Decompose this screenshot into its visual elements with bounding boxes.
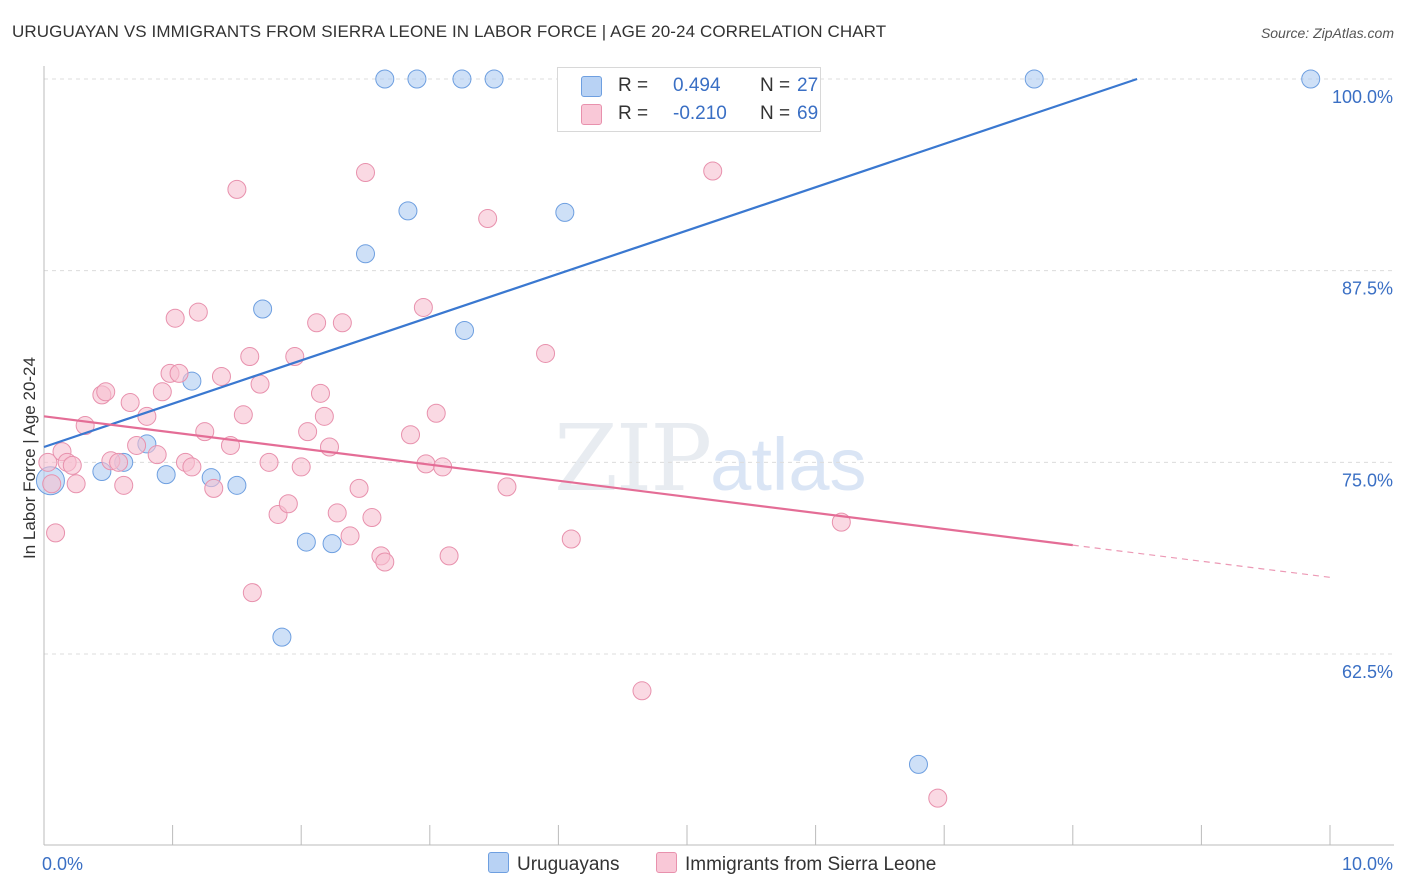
bottom-legend-label: Uruguayans <box>517 854 620 875</box>
uruguayans-point <box>407 69 427 89</box>
sierra-leone-point <box>240 347 260 367</box>
sierra-leone-point <box>561 529 581 549</box>
y-tick-label: 62.5% <box>1342 662 1393 682</box>
sierra-leone-point <box>291 457 311 477</box>
watermark-atlas: atlas <box>710 423 867 506</box>
sierra-leone-point <box>310 383 330 403</box>
sierra-leone-point <box>362 508 382 528</box>
x-tick-label: 10.0% <box>1342 854 1393 874</box>
sierra-leone-point <box>182 457 202 477</box>
sierra-leone-trend-extension <box>1072 544 1331 578</box>
sierra-leone-point <box>278 494 298 514</box>
y-tick-label: 75.0% <box>1342 470 1393 490</box>
sierra-leone-point <box>259 452 279 472</box>
uruguayans-point <box>908 754 928 774</box>
source-label: Source: ZipAtlas.com <box>1260 25 1394 41</box>
sierra-leone-point <box>426 403 446 423</box>
legend-n-label: N = <box>760 103 791 124</box>
sierra-leone-point <box>413 297 433 317</box>
sierra-leone-legend-icon <box>656 852 677 873</box>
sierra-leone-point <box>120 393 140 413</box>
uruguayans-point <box>1024 69 1044 89</box>
sierra-leone-point <box>349 478 369 498</box>
legend-r-label: R = <box>618 75 649 96</box>
sierra-leone-point <box>227 179 247 199</box>
sierra-leone-point <box>62 455 82 475</box>
uruguayans-legend-icon <box>488 852 509 873</box>
uruguayans-trend-line <box>43 77 1138 449</box>
sierra-leone-point <box>439 546 459 566</box>
sierra-leone-point <box>165 308 185 328</box>
sierra-leone-point <box>204 478 224 498</box>
bottom-legend-sierra-leone: Immigrants from Sierra Leone <box>656 852 936 876</box>
bottom-legend-label: Immigrants from Sierra Leone <box>685 854 937 875</box>
uruguayans-point <box>555 202 575 222</box>
sierra-leone-point <box>42 474 62 494</box>
sierra-leone-point <box>307 313 327 333</box>
uruguayans-point <box>398 201 418 221</box>
legend-n-label: N = <box>760 75 791 96</box>
legend-n-value: 27 <box>797 75 819 96</box>
sierra-leone-point <box>356 163 375 183</box>
sierra-leone-point <box>314 406 334 426</box>
sierra-leone-point <box>332 313 352 333</box>
sierra-leone-point <box>340 526 360 546</box>
sierra-leone-point <box>242 583 262 603</box>
sierra-leone-point <box>536 343 556 363</box>
y-tick-label: 87.5% <box>1342 279 1393 299</box>
y-tick-label: 100.0% <box>1332 87 1393 107</box>
sierra-leone-point <box>147 445 167 465</box>
sierra-leone-point <box>327 503 347 523</box>
sierra-leone-point <box>928 788 948 808</box>
sierra-leone-point <box>169 363 189 383</box>
uruguayans-point <box>296 532 316 552</box>
uruguayans-point <box>322 534 342 554</box>
uruguayans-point <box>1301 69 1321 89</box>
legend-r-value: 0.494 <box>673 75 721 96</box>
sierra-leone-point <box>46 523 66 543</box>
uruguayans-point <box>356 244 375 264</box>
sierra-leone-point <box>211 366 231 386</box>
watermark-zip: ZIP <box>554 405 712 512</box>
legend-r-label: R = <box>618 103 649 124</box>
watermark: ZIPatlas <box>554 405 866 512</box>
legend-n-value: 69 <box>797 103 819 124</box>
chart-title: URUGUAYAN VS IMMIGRANTS FROM SIERRA LEON… <box>12 22 887 41</box>
sierra-leone-point <box>114 475 134 495</box>
uruguayans-point <box>227 475 247 495</box>
sierra-leone-point <box>188 302 208 322</box>
bottom-legend-uruguayans: Uruguayans <box>488 852 619 876</box>
sierra-leone-point <box>375 552 395 572</box>
sierra-leone-point <box>298 422 318 442</box>
sierra-leone-point <box>66 474 86 494</box>
sierra-leone-point <box>38 452 58 472</box>
uruguayans-point <box>455 320 475 340</box>
correlation-legend: R = 0.494 N = 27 R = -0.210 N = 69 <box>557 67 821 132</box>
legend-r-value: -0.210 <box>673 103 727 124</box>
sierra-leone-point <box>152 382 172 402</box>
y-axis-label: In Labor Force | Age 20-24 <box>20 357 39 559</box>
sierra-leone-point <box>127 435 147 455</box>
sierra-leone-point <box>250 374 270 394</box>
sierra-leone-point <box>233 405 253 425</box>
uruguayans-point <box>452 69 472 89</box>
uruguayans-point <box>272 627 292 647</box>
sierra-leone-point <box>401 425 421 445</box>
sierra-leone-point <box>497 477 517 497</box>
x-tick-label: 0.0% <box>42 854 83 874</box>
uruguayans-point <box>484 69 504 89</box>
uruguayans-point <box>375 69 395 89</box>
sierra-leone-point <box>632 681 652 701</box>
sierra-leone-trend-line <box>43 415 1073 547</box>
sierra-leone-swatch-icon <box>581 104 602 125</box>
uruguayans-swatch-icon <box>581 76 602 97</box>
uruguayans-point <box>253 299 273 319</box>
sierra-leone-point <box>478 209 498 229</box>
sierra-leone-point <box>703 161 723 181</box>
sierra-leone-point <box>96 382 116 402</box>
uruguayans-point <box>156 465 176 485</box>
sierra-leone-point <box>109 452 129 472</box>
